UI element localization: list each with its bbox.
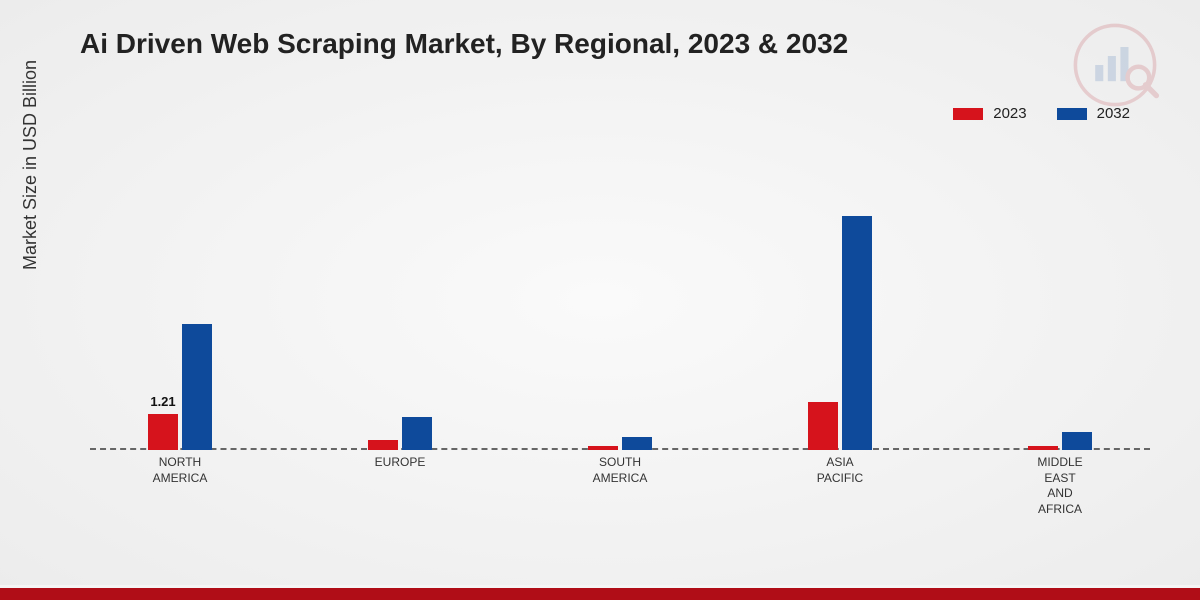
- legend-item-2023: 2023: [953, 105, 1026, 122]
- bar-group: [340, 417, 460, 450]
- bar-value-label: 1.21: [150, 394, 175, 409]
- bar-2023: [808, 402, 838, 450]
- legend-swatch-2023: [953, 108, 983, 120]
- bar-group: [780, 216, 900, 450]
- bar-2023: [588, 446, 618, 450]
- x-axis-label: NORTHAMERICA: [120, 455, 240, 486]
- bar-2032: [402, 417, 432, 450]
- bar-2032: [182, 324, 212, 450]
- bar-group: 1.21: [120, 324, 240, 450]
- footer-bar: [0, 588, 1200, 600]
- bar-group: [1000, 432, 1120, 450]
- x-axis-labels: NORTHAMERICA EUROPE SOUTHAMERICA ASIAPACIFI…: [90, 455, 1150, 535]
- y-axis-label: Market Size in USD Billion: [20, 60, 41, 270]
- bar-group: [560, 437, 680, 451]
- watermark-logo: [1070, 20, 1160, 110]
- x-axis-label: MIDDLEEASTANDAFRICA: [1000, 455, 1120, 517]
- x-axis-label: EUROPE: [340, 455, 460, 471]
- bar-2032: [622, 437, 652, 451]
- bar-2023: 1.21: [148, 414, 178, 450]
- legend: 2023 2032: [953, 105, 1130, 122]
- x-axis-label: SOUTHAMERICA: [560, 455, 680, 486]
- x-axis-label: ASIAPACIFIC: [780, 455, 900, 486]
- legend-swatch-2032: [1057, 108, 1087, 120]
- bar-2023: [368, 440, 398, 451]
- legend-label-2032: 2032: [1097, 105, 1130, 122]
- legend-label-2023: 2023: [993, 105, 1026, 122]
- bar-2032: [1062, 432, 1092, 450]
- chart-title: Ai Driven Web Scraping Market, By Region…: [80, 28, 848, 60]
- plot-area: 1.21: [90, 150, 1150, 450]
- legend-item-2032: 2032: [1057, 105, 1130, 122]
- bar-2032: [842, 216, 872, 450]
- bar-2023: [1028, 446, 1058, 451]
